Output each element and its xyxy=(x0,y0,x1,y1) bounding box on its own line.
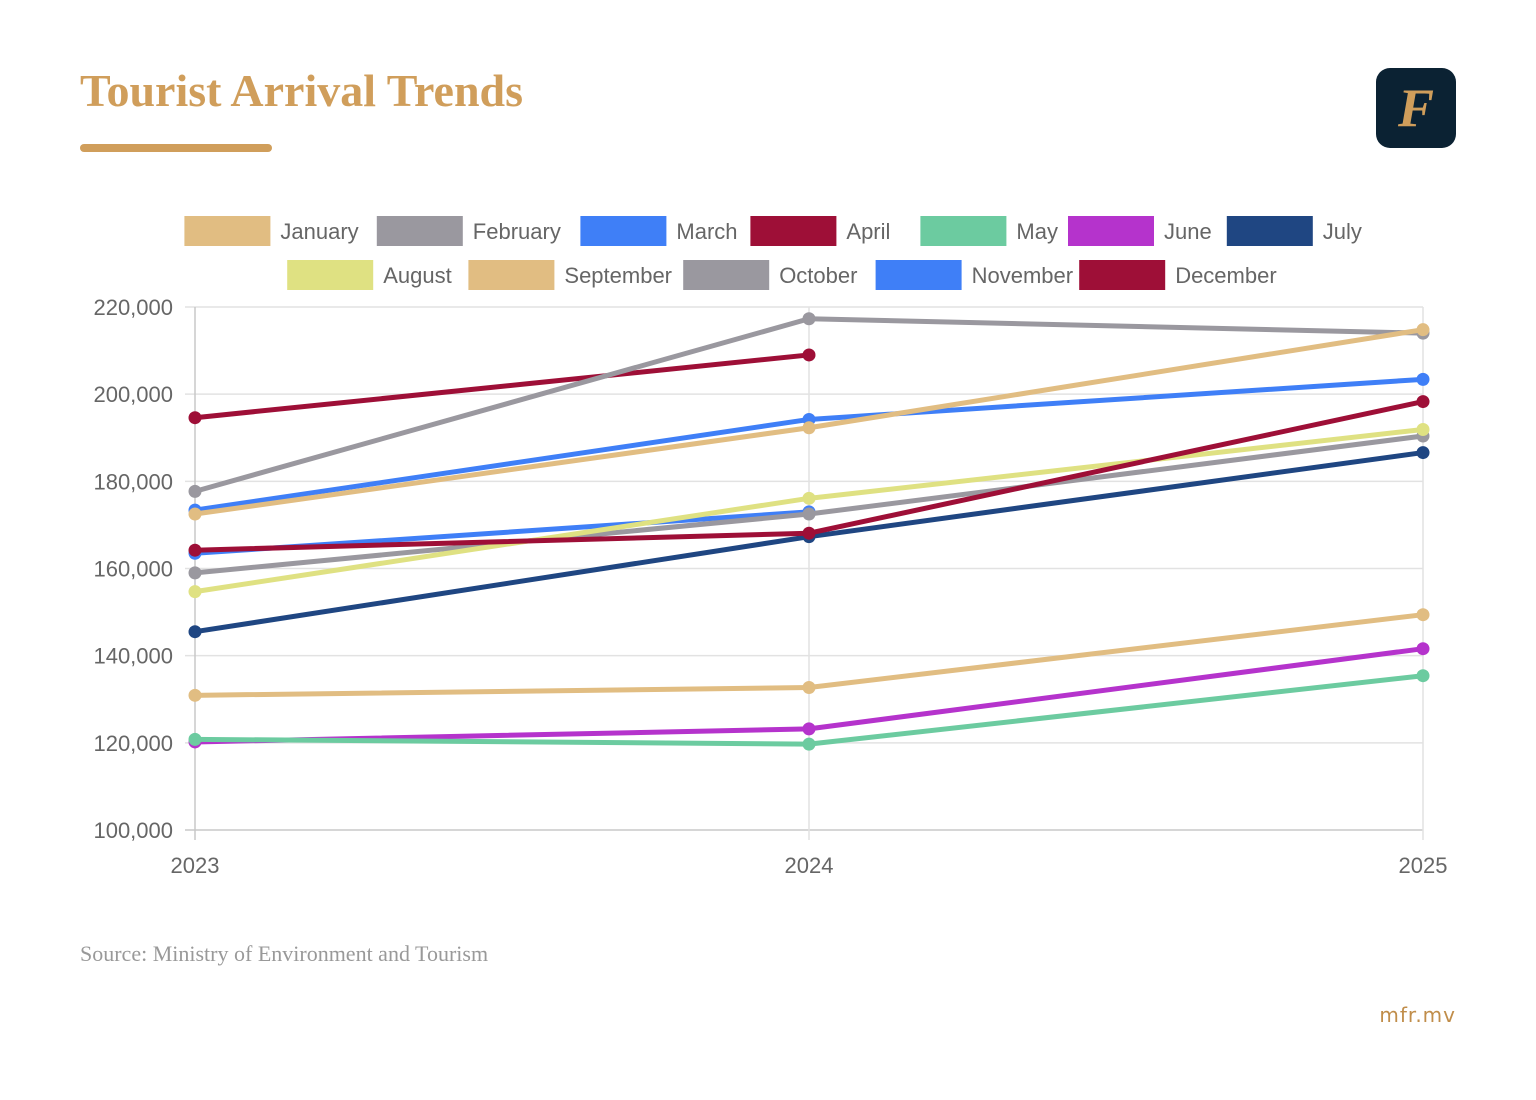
legend-swatch xyxy=(184,216,271,246)
data-point xyxy=(1416,323,1430,337)
data-point xyxy=(188,543,202,557)
legend-swatch xyxy=(468,260,555,290)
legend-item-july[interactable]: July xyxy=(1226,216,1362,246)
series-april xyxy=(188,395,1430,557)
y-tick-label: 180,000 xyxy=(93,469,173,494)
legend-item-december[interactable]: December xyxy=(1079,260,1277,290)
legend-label: October xyxy=(779,263,857,288)
legend-swatch xyxy=(287,260,374,290)
legend-label: May xyxy=(1016,219,1058,244)
x-tick-label: 2025 xyxy=(1399,853,1448,878)
title-underline xyxy=(80,144,272,152)
legend-item-november[interactable]: November xyxy=(875,260,1073,290)
series-august xyxy=(188,422,1430,599)
data-point xyxy=(802,737,816,751)
data-point xyxy=(188,507,202,521)
line-chart: 100,000 120,000 140,000 160,000 180,000 200,0… xyxy=(93,216,1448,878)
legend-swatch xyxy=(1226,216,1313,246)
series-lines xyxy=(188,312,1430,751)
legend-item-august[interactable]: August xyxy=(287,260,452,290)
legend-label: September xyxy=(564,263,672,288)
data-point xyxy=(1416,608,1430,622)
legend-label: April xyxy=(846,219,890,244)
legend-item-february[interactable]: February xyxy=(376,216,561,246)
legend-item-january[interactable]: January xyxy=(184,216,359,246)
y-axis-ticks: 100,000 120,000 140,000 160,000 180,000 200,0… xyxy=(93,295,173,843)
data-point xyxy=(188,688,202,702)
legend-swatch xyxy=(920,216,1007,246)
series-december xyxy=(188,348,816,425)
data-point xyxy=(188,585,202,599)
data-point xyxy=(802,348,816,362)
legend-label: February xyxy=(473,219,561,244)
legend: January February March April May June July Augu… xyxy=(184,216,1362,290)
legend-swatch xyxy=(1068,216,1154,246)
legend-item-october[interactable]: October xyxy=(683,260,857,290)
site-link[interactable]: mfr.mv xyxy=(1379,1003,1456,1027)
legend-item-may[interactable]: May xyxy=(920,216,1058,246)
legend-label: December xyxy=(1175,263,1276,288)
series-october xyxy=(188,429,1430,580)
legend-label: November xyxy=(972,263,1073,288)
data-point xyxy=(1416,372,1430,386)
chart-title: Tourist Arrival Trends xyxy=(80,65,524,116)
data-point xyxy=(188,625,202,639)
x-tick-label: 2023 xyxy=(171,853,220,878)
data-point xyxy=(802,491,816,505)
legend-item-september[interactable]: September xyxy=(468,260,672,290)
legend-swatch xyxy=(1079,260,1166,290)
legend-swatch xyxy=(750,216,837,246)
legend-item-march[interactable]: March xyxy=(580,216,738,246)
brand-logo: F xyxy=(1376,68,1456,148)
legend-label: January xyxy=(280,219,358,244)
y-tick-label: 120,000 xyxy=(93,731,173,756)
data-point xyxy=(188,484,202,498)
legend-swatch xyxy=(683,260,770,290)
legend-label: August xyxy=(383,263,452,288)
data-point xyxy=(802,722,816,736)
y-tick-label: 220,000 xyxy=(93,295,173,320)
source-note: Source: Ministry of Environment and Tour… xyxy=(80,941,489,966)
legend-swatch xyxy=(580,216,667,246)
data-point xyxy=(188,411,202,425)
series-may xyxy=(188,669,1430,751)
y-tick-label: 160,000 xyxy=(93,557,173,582)
data-point xyxy=(1416,422,1430,436)
data-point xyxy=(802,421,816,435)
data-point xyxy=(802,526,816,540)
series-september xyxy=(188,608,1430,702)
legend-item-april[interactable]: April xyxy=(750,216,890,246)
data-point xyxy=(802,312,816,326)
data-point xyxy=(1416,446,1430,460)
series-line xyxy=(192,352,812,421)
x-axis-ticks: 2023 2024 2025 xyxy=(171,853,1448,878)
legend-swatch xyxy=(376,216,463,246)
legend-label: March xyxy=(676,219,737,244)
y-tick-label: 100,000 xyxy=(93,818,173,843)
data-point xyxy=(188,566,202,580)
legend-swatch xyxy=(875,260,962,290)
data-point xyxy=(802,680,816,694)
series-january xyxy=(188,323,1430,521)
y-tick-label: 200,000 xyxy=(93,382,173,407)
logo-f-icon: F xyxy=(1397,78,1435,138)
x-tick-label: 2024 xyxy=(785,853,834,878)
legend-label: June xyxy=(1164,219,1212,244)
grid xyxy=(185,306,1424,840)
legend-item-june[interactable]: June xyxy=(1068,216,1212,246)
y-tick-label: 140,000 xyxy=(93,644,173,669)
data-point xyxy=(1416,669,1430,683)
legend-label: July xyxy=(1323,219,1362,244)
data-point xyxy=(1416,395,1430,409)
data-point xyxy=(802,507,816,521)
data-point xyxy=(1416,642,1430,656)
data-point xyxy=(188,732,202,746)
